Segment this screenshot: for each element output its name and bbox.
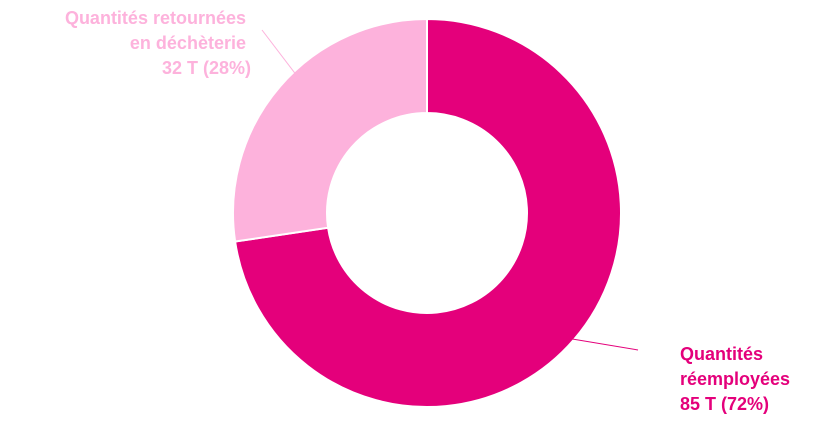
slice-label-reemployees: Quantités réemployées 85 T (72%) <box>680 344 795 414</box>
slice-reemployees <box>233 17 622 408</box>
slice-label-dechetterie-line-2: en déchèterie <box>130 33 246 53</box>
donut-slices <box>232 17 622 408</box>
leader-line-reemployees <box>560 336 639 351</box>
slice-dechetterie <box>232 17 428 243</box>
leader-line-dechetterie <box>261 29 302 82</box>
slice-label-reemployees-line-1: Quantités <box>680 344 763 364</box>
slice-label-dechetterie-line-1: Quantités retournées <box>65 8 246 28</box>
slice-label-dechetterie: Quantités retournées en déchèterie 32 T … <box>65 8 251 78</box>
slice-label-dechetterie-value: 32 T (28%) <box>162 58 251 78</box>
leader-lines <box>261 29 639 351</box>
slice-label-reemployees-value: 85 T (72%) <box>680 394 769 414</box>
slice-label-reemployees-line-2: réemployées <box>680 369 790 389</box>
